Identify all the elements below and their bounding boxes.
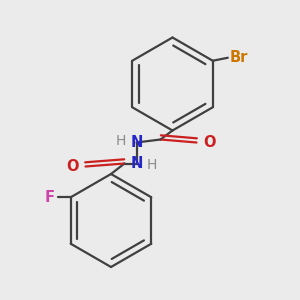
Text: O: O [66, 159, 79, 174]
Text: Br: Br [230, 50, 248, 65]
Text: N: N [130, 156, 143, 171]
Text: O: O [203, 135, 216, 150]
Text: H: H [116, 134, 126, 148]
Text: N: N [130, 135, 143, 150]
Text: F: F [45, 190, 55, 205]
Text: H: H [147, 158, 157, 172]
